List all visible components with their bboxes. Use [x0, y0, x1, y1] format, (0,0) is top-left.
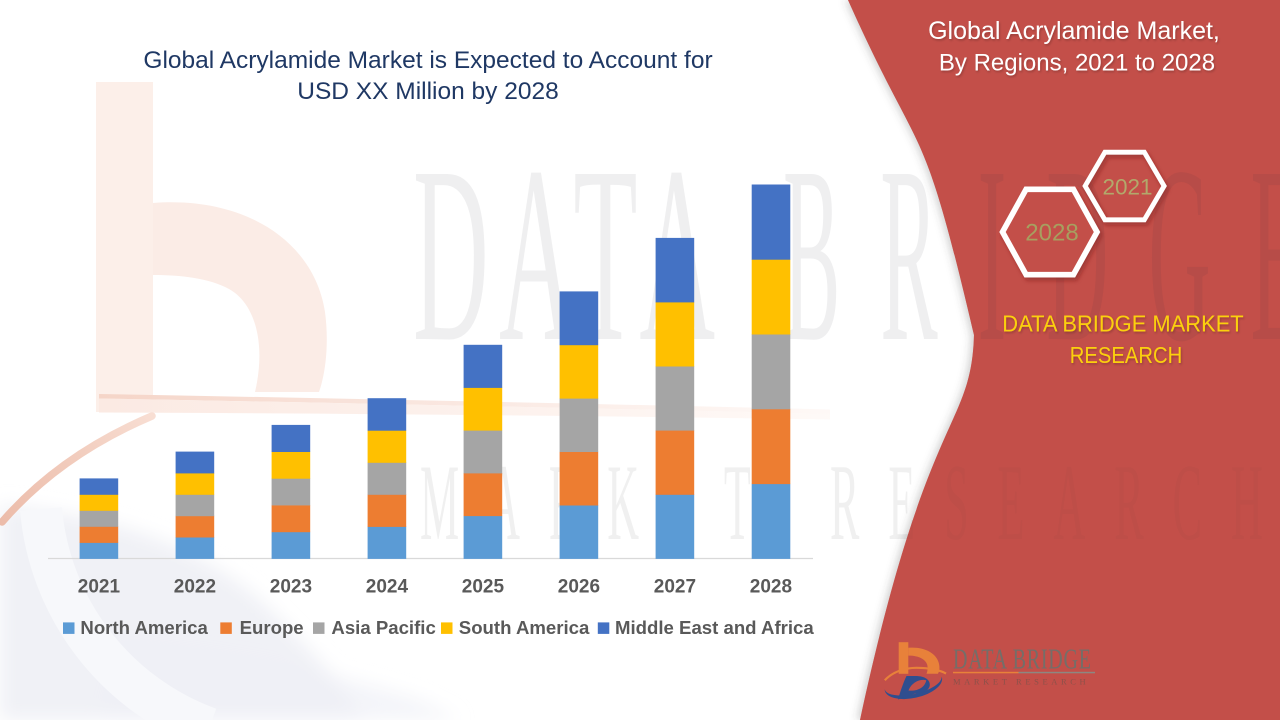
- svg-text:2023: 2023: [270, 577, 312, 598]
- svg-text:USD XX Million by 2028: USD XX Million by 2028: [297, 78, 558, 105]
- svg-text:Europe: Europe: [240, 617, 304, 638]
- svg-text:2021: 2021: [78, 577, 121, 598]
- svg-text:2028: 2028: [750, 577, 792, 598]
- svg-text:By Regions, 2021 to 2028: By Regions, 2021 to 2028: [939, 49, 1215, 76]
- svg-text:South America: South America: [459, 617, 590, 638]
- svg-text:Global Acrylamide Market is Ex: Global Acrylamide Market is Expected to …: [143, 47, 712, 74]
- svg-text:2027: 2027: [654, 577, 696, 598]
- svg-text:North America: North America: [80, 617, 208, 638]
- svg-text:2028: 2028: [1025, 220, 1078, 247]
- svg-text:DATA BRIDGE MARKET: DATA BRIDGE MARKET: [1002, 311, 1243, 337]
- svg-text:Middle East and Africa: Middle East and Africa: [615, 617, 814, 638]
- svg-text:Asia Pacific: Asia Pacific: [331, 617, 435, 638]
- svg-text:2025: 2025: [462, 577, 505, 598]
- svg-text:2026: 2026: [558, 577, 600, 598]
- svg-text:2021: 2021: [1102, 174, 1152, 199]
- svg-text:MARKET RESEARCH: MARKET RESEARCH: [953, 677, 1089, 687]
- svg-text:RESEARCH: RESEARCH: [1070, 342, 1183, 368]
- svg-text:2022: 2022: [174, 577, 216, 598]
- svg-text:DATA BRIDGE: DATA BRIDGE: [953, 644, 1092, 675]
- svg-text:2024: 2024: [366, 577, 409, 598]
- svg-text:Global Acrylamide Market,: Global Acrylamide Market,: [928, 17, 1220, 45]
